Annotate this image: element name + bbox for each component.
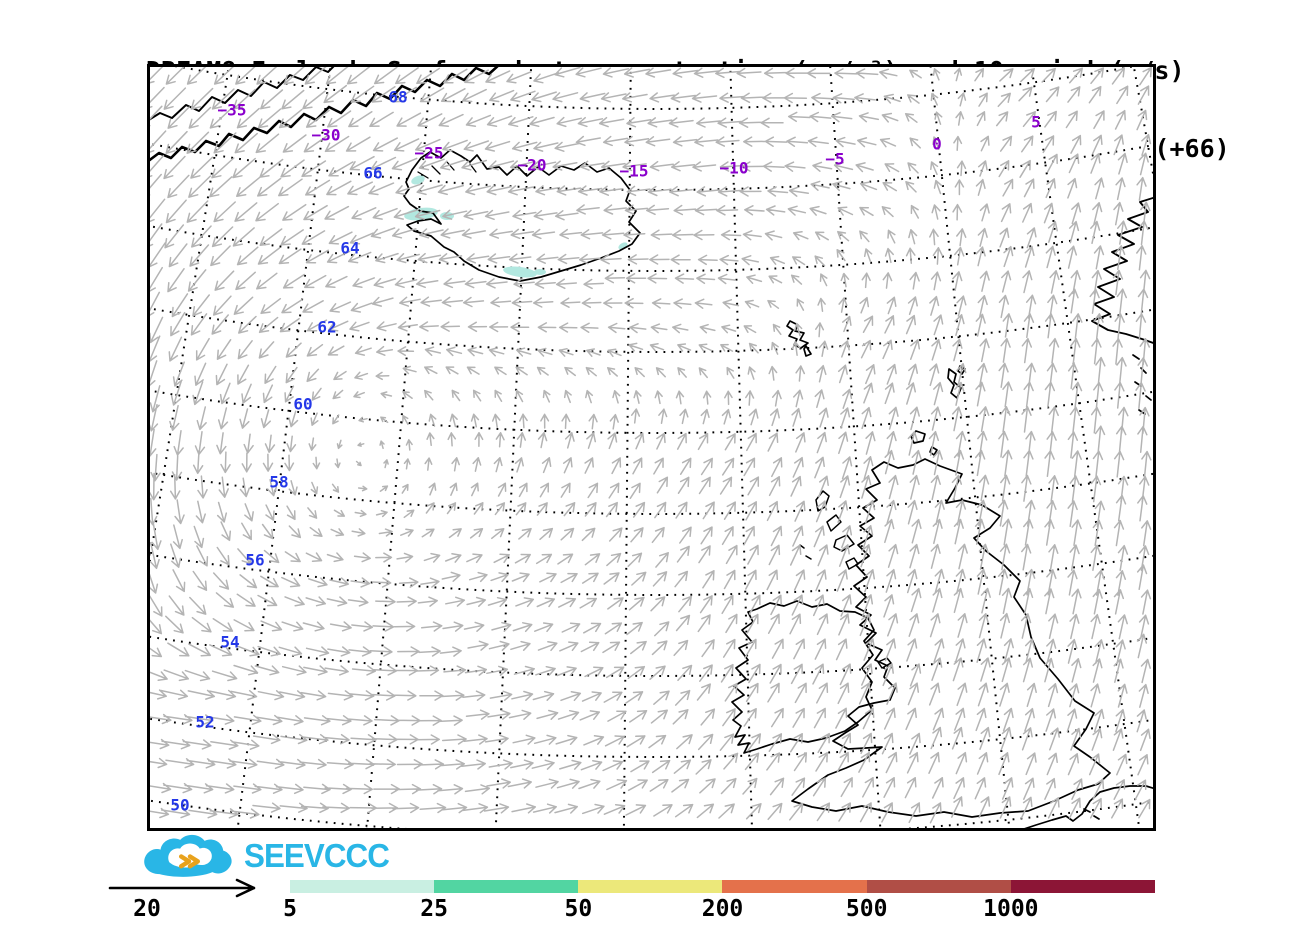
colorbar-label: 1000 [983,896,1039,922]
norway-coast [1091,196,1153,344]
colorbar-label: 25 [420,896,449,922]
greenland-coast [150,67,499,162]
hebrides [799,490,859,570]
latitude-label: 54 [220,633,239,652]
colorbar-segment [578,880,723,893]
iceland [403,149,641,282]
longitude-label: −25 [415,144,444,163]
cloud-logo-icon [144,834,232,877]
glacier-patch [534,269,546,275]
isle-of-man [877,657,892,669]
latitude-label: 66 [363,164,382,183]
latitude-label: 60 [293,395,312,414]
ireland [731,600,875,754]
longitude-label: −30 [312,126,341,145]
coastlines [150,67,1153,828]
longitude-label: −15 [620,162,649,181]
latitude-label: 56 [245,551,264,570]
latitude-label: 58 [269,473,288,492]
colorbar-segment [1010,880,1155,893]
france-coast [1024,785,1153,828]
longitude-label: −20 [518,156,547,175]
longitude-label: −35 [218,101,247,120]
latitude-label: 50 [170,796,189,815]
colorbar-segment [722,880,867,893]
iceland-fjord-lines [417,161,477,179]
longitude-label: −10 [720,159,749,178]
latitude-label: 52 [195,713,214,732]
logo-arrow-icon [178,854,201,869]
wind-arrow-field [150,67,1152,824]
longitude-label: 0 [932,135,942,154]
greenland-inner-ridge [150,67,335,121]
wind-reference-arrow-icon [108,878,256,898]
norway-islets [1132,354,1152,415]
seevccc-logo: SEEVCCC [140,833,397,879]
colorbar-segment [290,880,435,893]
longitude-label: 5 [1031,113,1041,132]
concentration-colorbar [290,880,1155,893]
map-area: 68 66 64 62 60 58 56 54 52 50 −35 −30 −25 −20 −15 −10 −5… [147,64,1156,831]
colorbar-segment [434,880,579,893]
faroe-islands [786,320,812,357]
colorbar-label: 5 [283,896,297,922]
logo-text: SEEVCCC [244,837,390,874]
colorbar-label: 500 [845,896,888,922]
wind-reference-label: 20 [133,896,161,922]
latitude-label: 68 [388,88,407,107]
graticule-lines [150,67,1153,828]
colorbar-segment [866,880,1011,893]
graticule-path [150,67,1153,828]
glacier-patch [411,175,425,185]
latitude-label: 64 [340,239,359,258]
colorbar-label: 200 [701,896,744,922]
glacier-patch [503,266,537,278]
longitude-label: −5 [825,150,844,169]
colorbar-label: 50 [564,896,593,922]
latitude-label: 62 [317,318,336,337]
wind-arrows [150,67,1152,824]
great-britain [791,458,1111,818]
